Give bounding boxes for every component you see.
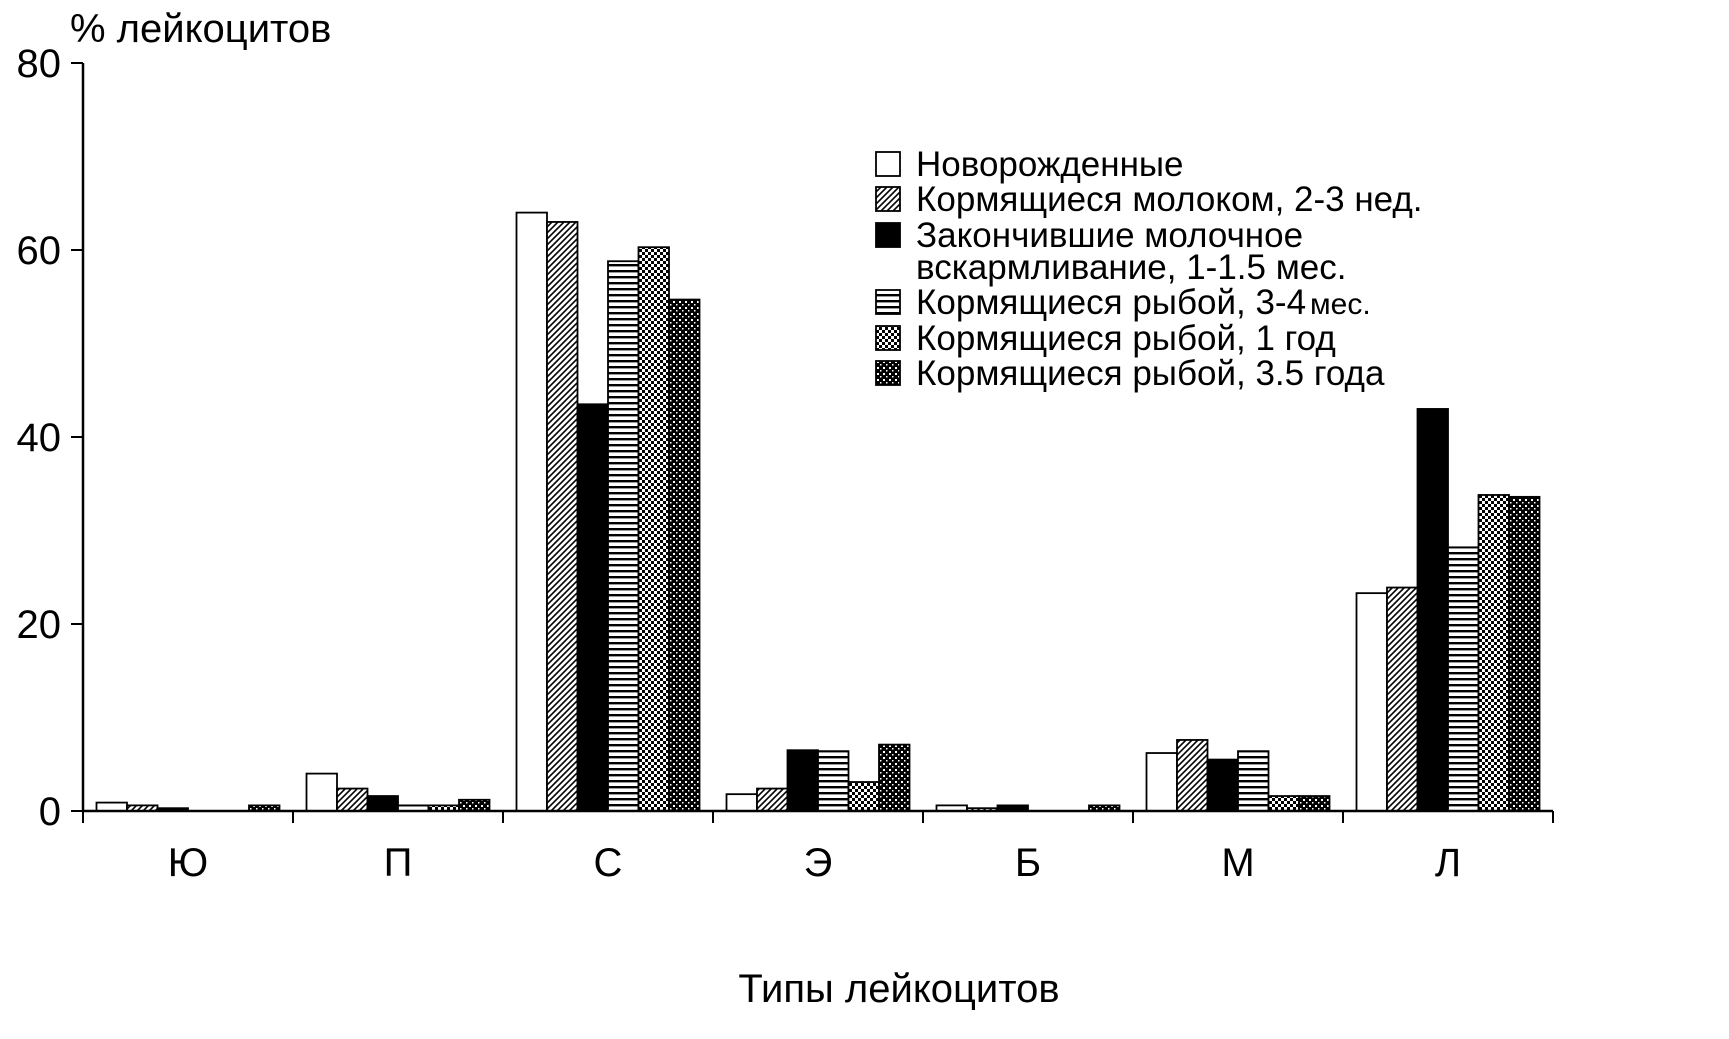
legend-swatch-3 [875,222,901,248]
y-tick-label: 40 [17,416,62,460]
legend-swatch-5 [875,325,901,351]
bar-Л-s5 [1477,494,1510,812]
y-axis-ticks: 0 20 40 60 80 [17,42,83,834]
bar-С-s4 [607,260,640,812]
bar-М-s2 [1176,739,1209,812]
legend-label-suffix: мес. [1310,288,1371,321]
bar-Э-s6 [878,743,911,812]
bar-С-s1 [515,211,548,812]
x-tick-label: Ю [168,841,208,885]
legend-label-4: Кормящиеся рыбой, 3-4 мес. [916,283,1371,322]
bar-М-s4 [1237,750,1270,812]
legend-swatch-2 [875,186,901,212]
bar-Э-s4 [817,750,850,812]
y-tick-label: 20 [17,603,62,647]
bar-С-s3 [576,403,609,812]
bar-С-s5 [637,246,670,812]
bar-Э-s5 [847,781,880,812]
x-tick-label: Б [1015,841,1041,885]
bar-М-s5 [1267,795,1300,812]
x-tick-label: С [594,841,623,885]
bar-М-s6 [1298,795,1331,812]
bar-Л-s6 [1508,495,1541,812]
x-tick-label: Э [804,841,833,885]
bar-С-s2 [546,221,579,812]
bar-Э-s3 [786,749,819,812]
bar-П-s1 [305,772,338,812]
bar-Л-s1 [1355,592,1388,812]
legend-label-6: Кормящиеся рыбой, 3.5 года [916,354,1385,393]
legend-label-3-line2: вскармливание, 1-1.5 мес. [916,248,1346,287]
x-tick-label: М [1221,841,1254,885]
y-axis-label: % лейкоцитов [70,7,331,51]
bar-П-s2 [336,787,369,812]
y-tick-label: 60 [17,229,62,273]
bar-Ю-s1 [95,801,128,812]
legend-swatch-6 [875,360,901,386]
x-tick-label: Л [1435,841,1461,885]
bar-П-s6 [458,798,491,812]
legend-label-3: Закончившие молочное [916,216,1303,255]
bar-Э-s2 [756,787,789,812]
legend-label-5: Кормящиеся рыбой, 1 год [916,319,1336,358]
bar-С-s6 [668,298,701,812]
axes [81,63,1554,823]
legend-swatch-4 [875,289,901,315]
x-tick-label: П [384,841,413,885]
y-tick-label: 80 [17,42,62,86]
bar-Л-s4 [1447,546,1480,812]
bar-М-s3 [1206,758,1239,812]
bar-П-s3 [366,795,399,812]
x-axis-label: Типы лейкоцитов [738,967,1059,1011]
bar-Л-s3 [1416,408,1449,812]
bar-Э-s1 [725,793,758,812]
y-tick-label: 0 [39,790,61,834]
bar-М-s1 [1145,752,1178,812]
legend-label-2: Кормящиеся молоком, 2-3 нед. [916,180,1423,219]
legend-label-1: Новорожденные [916,145,1184,184]
legend-swatch-1 [875,151,901,177]
bar-Л-s2 [1386,586,1419,812]
